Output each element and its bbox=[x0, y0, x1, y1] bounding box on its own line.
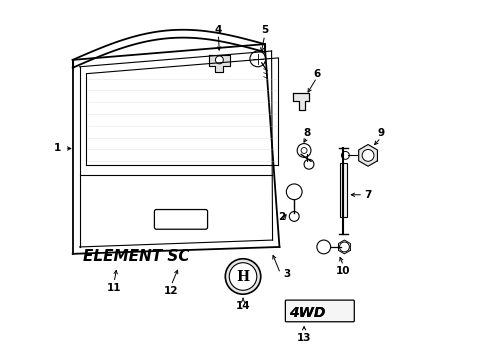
FancyBboxPatch shape bbox=[154, 210, 207, 229]
Text: 1: 1 bbox=[54, 144, 61, 153]
Circle shape bbox=[289, 212, 299, 221]
Text: 14: 14 bbox=[235, 301, 250, 311]
Text: H: H bbox=[236, 270, 249, 284]
Text: 4WD: 4WD bbox=[289, 306, 325, 320]
Text: 2: 2 bbox=[277, 212, 285, 222]
Polygon shape bbox=[358, 145, 377, 166]
Circle shape bbox=[225, 259, 260, 294]
Text: 5: 5 bbox=[261, 25, 268, 35]
Circle shape bbox=[215, 56, 223, 64]
Text: 10: 10 bbox=[336, 266, 350, 276]
Text: 7: 7 bbox=[364, 190, 371, 200]
Polygon shape bbox=[208, 55, 230, 72]
Text: 8: 8 bbox=[303, 128, 310, 138]
Text: 4: 4 bbox=[214, 25, 222, 35]
Circle shape bbox=[249, 51, 265, 67]
Text: ELEMENT SC: ELEMENT SC bbox=[82, 249, 189, 264]
Text: 4WD: 4WD bbox=[289, 306, 325, 320]
FancyBboxPatch shape bbox=[339, 163, 346, 217]
Text: 6: 6 bbox=[313, 69, 320, 79]
Circle shape bbox=[341, 152, 348, 159]
Circle shape bbox=[229, 263, 256, 290]
Circle shape bbox=[362, 149, 373, 161]
Polygon shape bbox=[293, 93, 308, 110]
FancyBboxPatch shape bbox=[285, 300, 353, 322]
Text: 9: 9 bbox=[377, 128, 384, 138]
Circle shape bbox=[286, 184, 302, 200]
Text: 3: 3 bbox=[283, 269, 290, 279]
Circle shape bbox=[304, 159, 313, 169]
Circle shape bbox=[297, 144, 310, 157]
Circle shape bbox=[339, 242, 348, 252]
Circle shape bbox=[316, 240, 330, 254]
Text: 13: 13 bbox=[296, 333, 311, 342]
Circle shape bbox=[301, 148, 306, 153]
Text: 11: 11 bbox=[106, 283, 121, 293]
Text: 12: 12 bbox=[163, 286, 178, 296]
